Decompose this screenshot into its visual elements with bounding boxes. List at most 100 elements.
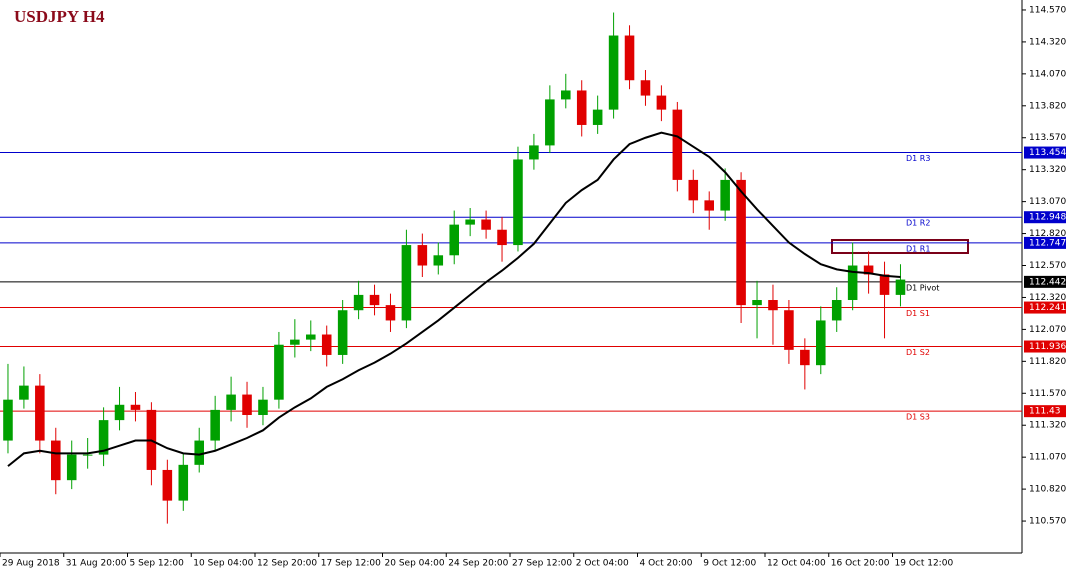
level-name: D1 S1 [906, 309, 930, 318]
price-box [1024, 236, 1066, 249]
level-name: D1 R2 [906, 219, 930, 228]
candle-body [385, 305, 396, 321]
y-tick-label: 112.570 [1029, 261, 1066, 271]
candle-body [258, 399, 268, 416]
candle-body [576, 90, 587, 125]
price-label: 112.241 [1029, 303, 1066, 313]
candle-body [608, 35, 619, 110]
price-label: 112.442 [1029, 277, 1066, 287]
y-tick-label: 111.070 [1029, 453, 1066, 463]
candle-body [672, 109, 683, 180]
y-tick-label: 113.320 [1029, 165, 1066, 175]
candle-body [768, 300, 778, 311]
candle-body [194, 440, 204, 465]
x-tick-label: 12 Sep 20:00 [257, 559, 317, 569]
y-tick-label: 113.570 [1029, 133, 1066, 143]
chart-title: USDJPY H4 [14, 7, 105, 26]
price-box [1024, 146, 1066, 159]
candle-body [226, 394, 236, 410]
candle-body [497, 229, 507, 246]
candle-body [321, 334, 332, 355]
candle-body [656, 95, 667, 110]
candle-body [545, 99, 555, 146]
price-label: 112.948 [1029, 213, 1066, 223]
x-tick-label: 16 Oct 20:00 [831, 559, 890, 569]
candle-body [784, 310, 794, 350]
y-tick-label: 110.820 [1029, 485, 1066, 495]
y-tick-label: 112.070 [1029, 325, 1066, 335]
candle-body [19, 385, 29, 400]
candle-body [465, 219, 475, 225]
candle-body [481, 219, 491, 230]
candle-body [337, 310, 348, 355]
x-tick-label: 9 Oct 12:00 [703, 559, 756, 569]
candle-body [513, 159, 523, 246]
candle-body [879, 274, 890, 295]
candle-body [736, 179, 746, 306]
level-name: D1 R1 [906, 244, 930, 253]
price-label: 113.454 [1029, 148, 1066, 158]
x-tick-label: 29 Aug 2018 [2, 559, 60, 569]
x-tick-label: 2 Oct 04:00 [576, 559, 629, 569]
x-tick-label: 19 Oct 12:00 [895, 559, 954, 569]
candle-body [401, 245, 412, 321]
candle-body [433, 255, 444, 266]
y-tick-label: 112.820 [1029, 229, 1066, 239]
candle-body [274, 344, 284, 400]
candle-body [449, 224, 459, 256]
candle-body [704, 200, 714, 211]
candle-body [417, 245, 428, 266]
price-box [1024, 301, 1066, 314]
level-name: D1 Pivot [906, 283, 939, 292]
candle-body [130, 404, 141, 410]
x-tick-label: 10 Sep 04:00 [193, 559, 253, 569]
highlight-box [831, 239, 969, 254]
candle-body [162, 469, 173, 501]
candle-body [895, 279, 906, 295]
y-tick-label: 110.570 [1029, 517, 1066, 527]
candle-body [624, 35, 635, 81]
x-tick-label: 5 Sep 12:00 [130, 559, 185, 569]
candle-body [98, 420, 109, 455]
candle-body [353, 294, 364, 311]
candle-body [529, 145, 539, 160]
y-tick-label: 114.570 [1029, 5, 1066, 15]
x-tick-label: 24 Sep 20:00 [448, 559, 508, 569]
candle-body [369, 294, 380, 306]
level-name: D1 R3 [906, 154, 930, 163]
price-box [1024, 275, 1066, 288]
candle-body [816, 320, 826, 366]
candle-body [831, 300, 842, 321]
candle-body [306, 334, 316, 340]
candle-body [82, 454, 93, 456]
candle-body [640, 80, 651, 96]
moving-average [7, 131, 901, 467]
candle-body [114, 404, 125, 421]
candle-body [3, 399, 13, 441]
price-label: 111.936 [1029, 342, 1066, 352]
candle-body [66, 454, 77, 481]
x-tick-label: 12 Oct 04:00 [767, 559, 826, 569]
price-box [1024, 211, 1066, 224]
x-tick-label: 20 Sep 04:00 [385, 559, 445, 569]
y-tick-label: 114.320 [1029, 37, 1066, 47]
price-box [1024, 340, 1066, 353]
candle-body [210, 409, 220, 441]
y-tick-label: 111.820 [1029, 357, 1066, 367]
y-tick-label: 113.070 [1029, 197, 1066, 207]
price-label: 111.43 [1029, 407, 1061, 417]
y-tick-label: 111.570 [1029, 389, 1066, 399]
price-label: 112.747 [1029, 238, 1066, 248]
candle-body [51, 440, 61, 481]
candle-body [752, 300, 762, 306]
level-name: D1 S3 [906, 413, 930, 422]
x-tick-label: 31 Aug 20:00 [66, 559, 127, 569]
candle-body [847, 265, 858, 301]
x-tick-label: 4 Oct 20:00 [640, 559, 693, 569]
candle-body [688, 179, 699, 201]
level-name: D1 S2 [906, 348, 930, 357]
candle-body [35, 385, 45, 441]
y-tick-label: 111.320 [1029, 421, 1066, 431]
y-tick-label: 112.320 [1029, 293, 1066, 303]
